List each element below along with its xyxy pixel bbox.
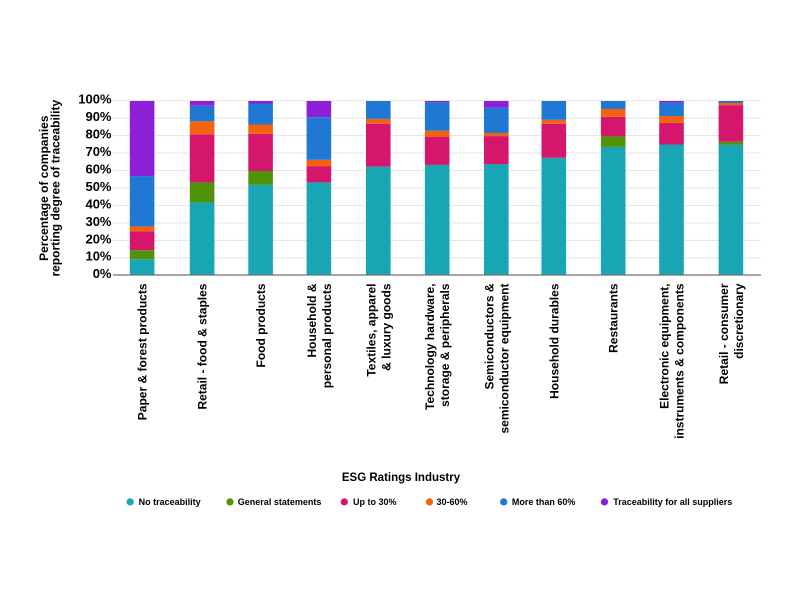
svg-text:reporting degree of traceabili: reporting degree of traceability xyxy=(49,100,63,277)
svg-text:personal products: personal products xyxy=(320,283,334,388)
svg-text:Semiconductors &: Semiconductors & xyxy=(482,283,496,389)
svg-text:90%: 90% xyxy=(85,109,111,124)
svg-text:Restaurants: Restaurants xyxy=(607,283,621,353)
svg-text:Traceability for all suppliers: Traceability for all suppliers xyxy=(613,497,732,507)
svg-text:Electronic equipment,: Electronic equipment, xyxy=(658,284,672,409)
svg-text:Household durables: Household durables xyxy=(547,283,561,399)
svg-text:80%: 80% xyxy=(85,127,111,142)
svg-text:20%: 20% xyxy=(85,231,111,246)
svg-text:Percentage of companies: Percentage of companies xyxy=(37,115,51,261)
svg-text:30%: 30% xyxy=(85,214,111,229)
svg-text:0%: 0% xyxy=(93,266,112,281)
svg-text:Technology hardware,: Technology hardware, xyxy=(423,284,437,410)
svg-text:Food products: Food products xyxy=(254,283,268,367)
svg-text:50%: 50% xyxy=(85,179,111,194)
svg-text:Retail - food & staples: Retail - food & staples xyxy=(196,283,210,409)
svg-text:Textiles, apparel: Textiles, apparel xyxy=(364,284,378,377)
svg-text:& luxury goods: & luxury goods xyxy=(379,283,393,371)
svg-text:Paper & forest products: Paper & forest products xyxy=(136,283,150,420)
svg-text:Retail - consumer: Retail - consumer xyxy=(717,283,731,384)
svg-text:discretionary: discretionary xyxy=(732,283,746,359)
svg-text:100%: 100% xyxy=(78,92,112,107)
svg-text:More than 60%: More than 60% xyxy=(512,497,576,507)
svg-text:30-60%: 30-60% xyxy=(437,497,468,507)
svg-text:Up to 30%: Up to 30% xyxy=(353,497,397,507)
svg-text:instruments & components: instruments & components xyxy=(673,283,687,439)
svg-text:10%: 10% xyxy=(85,249,111,264)
svg-text:70%: 70% xyxy=(85,144,111,159)
svg-text:General statements: General statements xyxy=(238,497,322,507)
svg-text:Household &: Household & xyxy=(305,283,319,357)
svg-text:No traceability: No traceability xyxy=(139,497,201,507)
svg-text:60%: 60% xyxy=(85,161,111,176)
svg-text:ESG Ratings Industry: ESG Ratings Industry xyxy=(342,472,461,484)
svg-text:semiconductor equipment: semiconductor equipment xyxy=(497,284,511,434)
svg-text:40%: 40% xyxy=(85,196,111,211)
svg-text:storage & peripherals: storage & peripherals xyxy=(438,283,452,407)
